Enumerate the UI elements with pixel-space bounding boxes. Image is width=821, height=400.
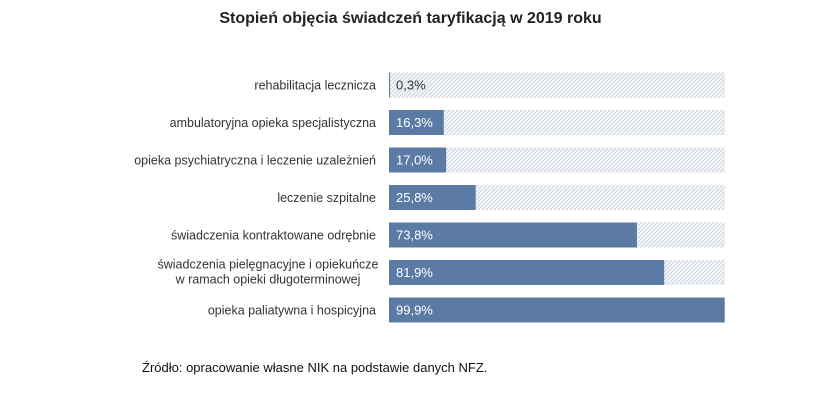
data-label: 81,9% bbox=[396, 265, 433, 280]
chart-title: Stopień objęcia świadczeń taryfikacją w … bbox=[219, 10, 602, 27]
bar bbox=[389, 147, 447, 173]
data-label: 0,3% bbox=[396, 78, 426, 93]
bar bbox=[389, 260, 665, 285]
data-label: 99,9% bbox=[396, 303, 433, 318]
category-label: opieka paliatywna i hospicyjna bbox=[208, 304, 376, 318]
source-note: Źródło: opracowanie własne NIK na podsta… bbox=[142, 360, 488, 375]
data-label: 73,8% bbox=[396, 228, 433, 243]
category-label-line: świadczenia pielęgnacyjne i opiekuńcze bbox=[158, 258, 379, 272]
category-label: ambulatoryjna opieka specjalistyczna bbox=[170, 116, 376, 130]
bar-background bbox=[389, 72, 725, 98]
category-label: opieka psychiatryczna i leczenie uzależn… bbox=[134, 154, 376, 168]
category-label: świadczenia kontraktowane odrębnie bbox=[171, 229, 376, 243]
category-label-line: w ramach opieki długoterminowej bbox=[175, 273, 361, 287]
data-label: 25,8% bbox=[396, 190, 433, 205]
category-label: świadczenia pielęgnacyjne i opiekuńcze w … bbox=[158, 258, 379, 287]
bar bbox=[389, 297, 725, 323]
data-label: 16,3% bbox=[396, 115, 433, 130]
category-label: leczenie szpitalne bbox=[277, 191, 376, 205]
category-label: rehabilitacja lecznicza bbox=[254, 79, 376, 93]
bar bbox=[389, 72, 391, 98]
bar-chart: 0,3% rehabilitacja lecznicza 16,3% ambulato… bbox=[134, 72, 725, 323]
bar bbox=[389, 222, 637, 248]
bar bbox=[389, 110, 444, 135]
data-label: 17,0% bbox=[396, 153, 433, 168]
bar bbox=[389, 185, 476, 210]
bar-background bbox=[389, 110, 725, 135]
